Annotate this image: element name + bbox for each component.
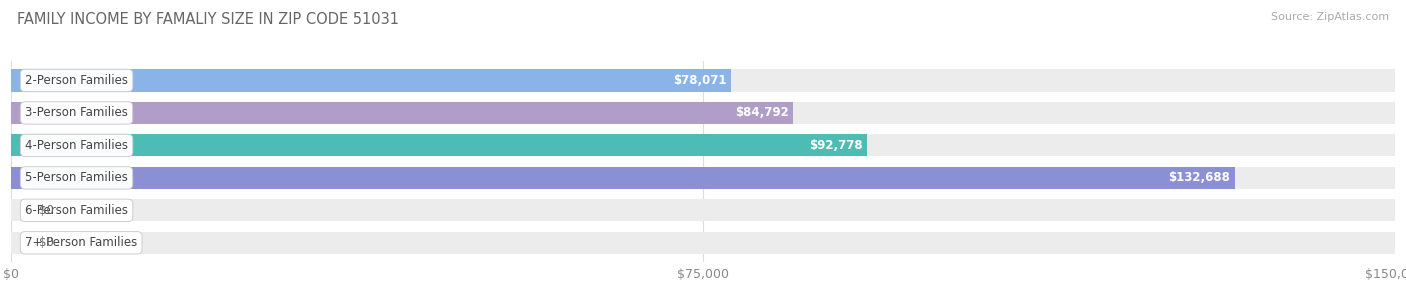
Text: $84,792: $84,792 bbox=[735, 106, 789, 120]
Text: $132,688: $132,688 bbox=[1168, 171, 1230, 185]
Bar bbox=[11, 135, 1395, 156]
Text: 5-Person Families: 5-Person Families bbox=[25, 171, 128, 185]
Text: 6-Person Families: 6-Person Families bbox=[25, 204, 128, 217]
Text: $92,778: $92,778 bbox=[808, 139, 862, 152]
Bar bbox=[11, 232, 1395, 254]
Text: 7+ Person Families: 7+ Person Families bbox=[25, 236, 138, 249]
Text: Source: ZipAtlas.com: Source: ZipAtlas.com bbox=[1271, 12, 1389, 22]
Bar bbox=[11, 70, 1395, 92]
Bar bbox=[11, 135, 868, 156]
Text: FAMILY INCOME BY FAMALIY SIZE IN ZIP CODE 51031: FAMILY INCOME BY FAMALIY SIZE IN ZIP COD… bbox=[17, 12, 399, 27]
Text: $0: $0 bbox=[39, 204, 53, 217]
Bar bbox=[11, 167, 1234, 189]
Bar bbox=[11, 70, 731, 92]
Bar bbox=[11, 102, 793, 124]
Bar bbox=[11, 199, 1395, 221]
Text: 3-Person Families: 3-Person Families bbox=[25, 106, 128, 120]
Bar bbox=[11, 102, 1395, 124]
Bar bbox=[11, 167, 1395, 189]
Text: 4-Person Families: 4-Person Families bbox=[25, 139, 128, 152]
Text: 2-Person Families: 2-Person Families bbox=[25, 74, 128, 87]
Text: $0: $0 bbox=[39, 236, 53, 249]
Text: $78,071: $78,071 bbox=[673, 74, 727, 87]
